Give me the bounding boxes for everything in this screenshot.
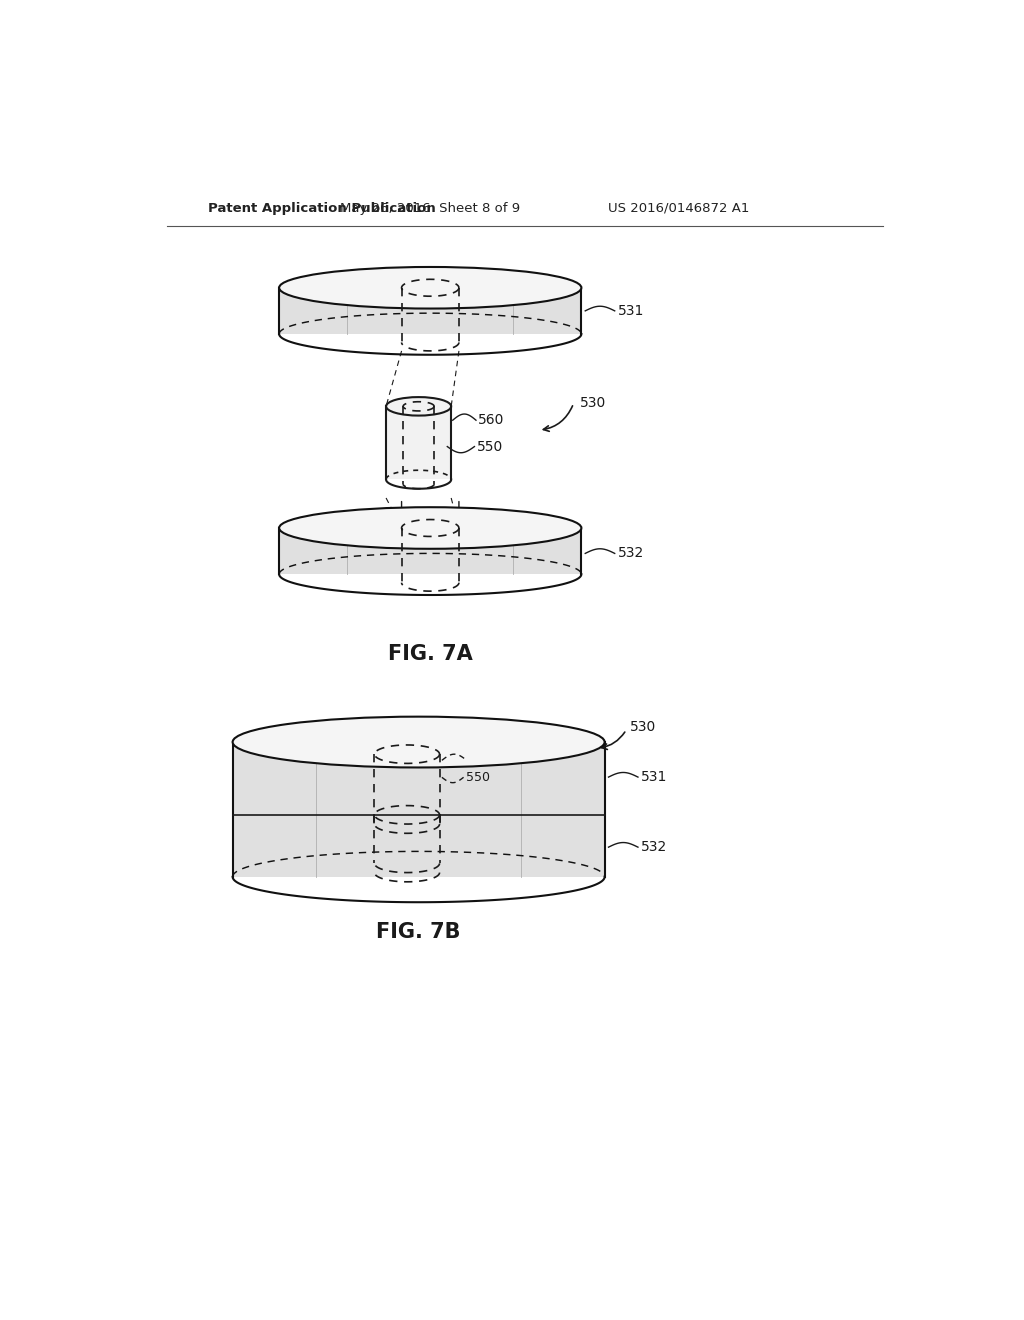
- Text: US 2016/0146872 A1: US 2016/0146872 A1: [608, 202, 750, 215]
- Ellipse shape: [280, 267, 582, 309]
- Bar: [280, 528, 582, 574]
- Bar: [280, 288, 582, 334]
- Text: 560: 560: [478, 413, 505, 428]
- Text: 530: 530: [580, 396, 606, 411]
- Ellipse shape: [386, 397, 452, 416]
- Text: 560: 560: [469, 754, 493, 767]
- Text: FIG. 7A: FIG. 7A: [388, 644, 473, 664]
- Ellipse shape: [232, 717, 604, 767]
- Ellipse shape: [280, 507, 582, 549]
- Text: 550: 550: [466, 771, 489, 784]
- Text: 550: 550: [477, 440, 503, 454]
- Text: FIG. 7B: FIG. 7B: [377, 923, 461, 942]
- Text: 532: 532: [617, 546, 644, 561]
- Bar: [232, 742, 604, 876]
- Bar: [386, 407, 452, 479]
- Text: 531: 531: [641, 770, 668, 784]
- Text: 531: 531: [617, 304, 644, 318]
- Text: Patent Application Publication: Patent Application Publication: [208, 202, 435, 215]
- Text: 530: 530: [630, 719, 656, 734]
- Text: 532: 532: [641, 840, 668, 854]
- Text: May 26, 2016  Sheet 8 of 9: May 26, 2016 Sheet 8 of 9: [340, 202, 520, 215]
